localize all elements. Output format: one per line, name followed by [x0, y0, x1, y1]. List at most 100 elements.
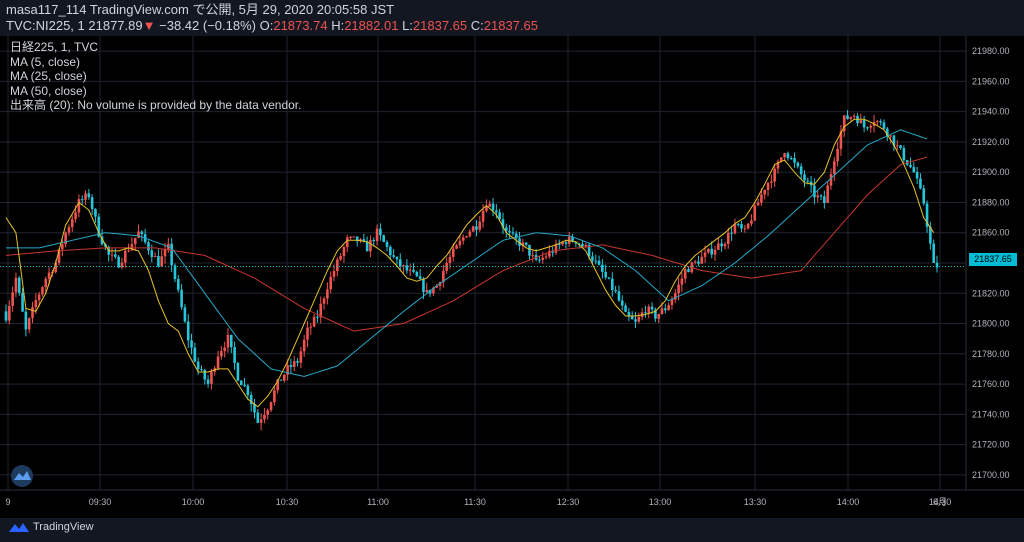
legend-symbol-title[interactable]: 日経225, 1, TVC	[10, 40, 99, 54]
candle-body	[312, 316, 316, 327]
candle-body	[601, 264, 604, 272]
candle-body	[826, 185, 829, 203]
candle-body	[223, 347, 226, 352]
candle-body	[359, 239, 362, 242]
candle-body	[114, 254, 117, 257]
candle-body	[683, 269, 687, 279]
candle-body	[186, 321, 190, 341]
candle-body	[524, 242, 528, 245]
candle-body	[120, 262, 124, 268]
candle-body	[776, 161, 780, 169]
candle-body	[110, 254, 114, 256]
candle-body	[501, 219, 505, 228]
candle-body	[750, 220, 753, 224]
candle-body	[34, 300, 38, 308]
candle-body	[352, 236, 356, 238]
candle-body	[382, 235, 386, 242]
candle-body	[80, 199, 84, 201]
candle-body	[173, 265, 177, 280]
candle-body	[611, 278, 614, 290]
candle-body	[70, 219, 74, 228]
open-label: O:	[259, 18, 274, 33]
candle-body	[889, 135, 892, 137]
candle-body	[233, 347, 236, 363]
candle-body	[329, 276, 332, 290]
candle-body	[220, 351, 223, 357]
candle-body	[803, 174, 806, 181]
candle-body	[624, 305, 627, 312]
legend-ma5[interactable]: MA (5, close)	[10, 54, 81, 69]
x-tick-label: 11:30	[464, 497, 486, 507]
price-chart[interactable]: 21700.00 21720.00 21740.00 21760.00 21780.00…	[0, 36, 1024, 518]
candle-body	[587, 244, 591, 257]
candle-body	[895, 145, 899, 147]
symbol-ohlc-line: TVC:NI225, 1 21877.89▼ −38.42 (−0.18%) O…	[6, 17, 538, 34]
candle-body	[876, 121, 879, 123]
candle-body	[61, 244, 64, 250]
candle-body	[402, 265, 405, 267]
candle-body	[713, 249, 717, 255]
candle-body	[249, 394, 253, 405]
candle-body	[163, 249, 167, 257]
candle-body	[140, 231, 144, 235]
y-tick-label: 21980.00	[972, 46, 1010, 56]
candle-body	[153, 256, 157, 258]
candle-body	[720, 243, 723, 247]
candle-body	[670, 299, 674, 306]
candle-body	[369, 239, 372, 252]
candle-body	[793, 158, 796, 163]
candle-body	[37, 294, 41, 301]
candle-body	[316, 316, 319, 318]
candle-body	[190, 340, 193, 348]
candle-body	[451, 248, 455, 257]
candle-body	[269, 402, 273, 411]
candle-body	[203, 369, 207, 380]
candle-body	[326, 289, 329, 299]
candle-body	[521, 242, 525, 246]
y-tick-label: 21720.00	[972, 440, 1010, 450]
candle-body	[422, 279, 425, 293]
candle-body	[243, 385, 246, 387]
candle-body	[495, 210, 498, 213]
candle-body	[866, 127, 869, 129]
candle-body	[130, 243, 134, 251]
candle-body	[372, 239, 376, 242]
indicator-legend: 日経225, 1, TVC MA (5, close) MA (25, clos…	[10, 40, 301, 113]
candle-body	[929, 226, 932, 244]
last-price: 21877.89	[88, 18, 143, 33]
candle-body	[127, 250, 130, 252]
ma50-line	[5, 156, 928, 332]
low-label: L:	[402, 18, 413, 33]
mountain-logo-icon	[14, 471, 31, 480]
tradingview-brand[interactable]: TradingView	[8, 521, 94, 533]
candle-body	[160, 256, 164, 267]
candle-body	[620, 300, 624, 306]
candle-body	[743, 228, 747, 230]
candle-body	[703, 252, 707, 257]
candle-body	[17, 277, 21, 293]
candle-body	[392, 255, 395, 257]
candle-body	[736, 224, 740, 226]
candle-body	[147, 242, 150, 251]
candle-body	[180, 289, 183, 308]
candle-body	[574, 241, 578, 244]
legend-volume[interactable]: 出来高 (20): No volume is provided by the d…	[10, 98, 302, 112]
candle-body	[591, 256, 594, 261]
candle-body	[753, 205, 757, 221]
candle-body	[551, 251, 554, 253]
legend-ma25[interactable]: MA (25, close)	[10, 69, 87, 83]
candle-body	[915, 172, 919, 179]
candle-body	[773, 168, 776, 182]
candle-body	[478, 221, 482, 230]
candle-body	[57, 249, 61, 263]
candle-body	[869, 125, 873, 128]
candle-body	[531, 255, 535, 257]
candle-body	[273, 390, 276, 403]
candle-body	[445, 262, 448, 271]
legend-ma50[interactable]: MA (50, close)	[10, 83, 87, 98]
candle-body	[24, 311, 28, 330]
candle-body	[150, 250, 154, 257]
candle-body	[336, 259, 339, 272]
candle-body	[604, 271, 607, 278]
candle-body	[339, 256, 342, 260]
